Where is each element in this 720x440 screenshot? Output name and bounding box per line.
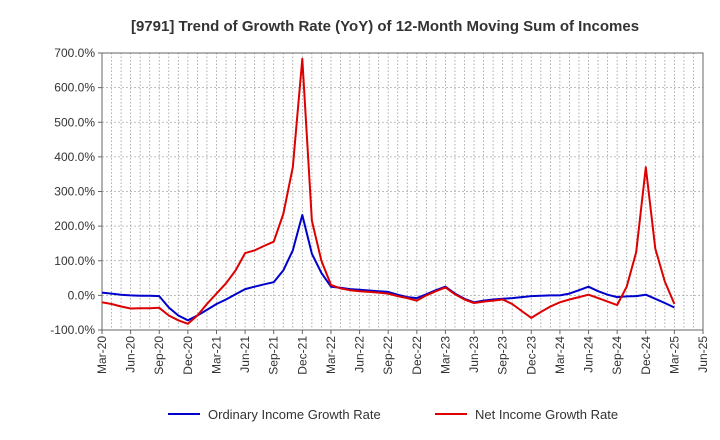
- y-tick-label: 500.0%: [54, 115, 95, 129]
- y-tick-label: 200.0%: [54, 219, 95, 233]
- axes: 700.0% 600.0% 500.0% 400.0% 300.0% 200.0% 100.…: [50, 46, 710, 375]
- x-tick-label: Sep-24: [610, 336, 624, 375]
- y-tick-label: 600.0%: [54, 81, 95, 95]
- x-tick-label: Jun-22: [353, 336, 367, 373]
- x-tick-label: Mar-22: [324, 336, 338, 374]
- legend-label: Ordinary Income Growth Rate: [208, 407, 381, 422]
- x-tick-label: Mar-20: [95, 336, 109, 374]
- y-tick-label: 100.0%: [54, 254, 95, 268]
- y-tick-label: -100.0%: [50, 323, 95, 337]
- x-tick-label: Mar-24: [553, 336, 567, 374]
- x-tick-label: Sep-21: [267, 336, 281, 375]
- x-tick-label: Dec-24: [639, 336, 653, 375]
- legend: Ordinary Income Growth Rate Net Income Gr…: [168, 407, 618, 422]
- x-tick-label: Sep-20: [152, 336, 166, 375]
- x-tick-label: Mar-23: [438, 336, 452, 374]
- x-tick-label: Sep-22: [381, 336, 395, 375]
- y-tick-label: 300.0%: [54, 185, 95, 199]
- x-tick-label: Mar-25: [667, 336, 681, 374]
- x-tick-label: Mar-21: [209, 336, 223, 374]
- x-tick-label: Sep-23: [496, 336, 510, 375]
- x-tick-label: Jun-23: [467, 336, 481, 373]
- legend-label: Net Income Growth Rate: [475, 407, 618, 422]
- x-tick-label: Dec-20: [181, 336, 195, 375]
- x-tick-label: Jun-21: [238, 336, 252, 373]
- y-tick-label: 700.0%: [54, 46, 95, 60]
- y-tick-label: 0.0%: [68, 288, 96, 302]
- chart-title: [9791] Trend of Growth Rate (YoY) of 12-…: [131, 18, 639, 35]
- x-tick-label: Jun-24: [582, 336, 596, 373]
- plot-area: [101, 57, 676, 325]
- x-tick-label: Dec-22: [410, 336, 424, 375]
- x-tick-label: Jun-25: [696, 336, 710, 373]
- y-tick-label: 400.0%: [54, 150, 95, 164]
- grid: [102, 52, 703, 331]
- x-tick-label: Dec-23: [524, 336, 538, 375]
- series-line-net-income: [101, 57, 676, 325]
- x-tick-label: Dec-21: [295, 336, 309, 375]
- x-tick-label: Jun-20: [124, 336, 138, 373]
